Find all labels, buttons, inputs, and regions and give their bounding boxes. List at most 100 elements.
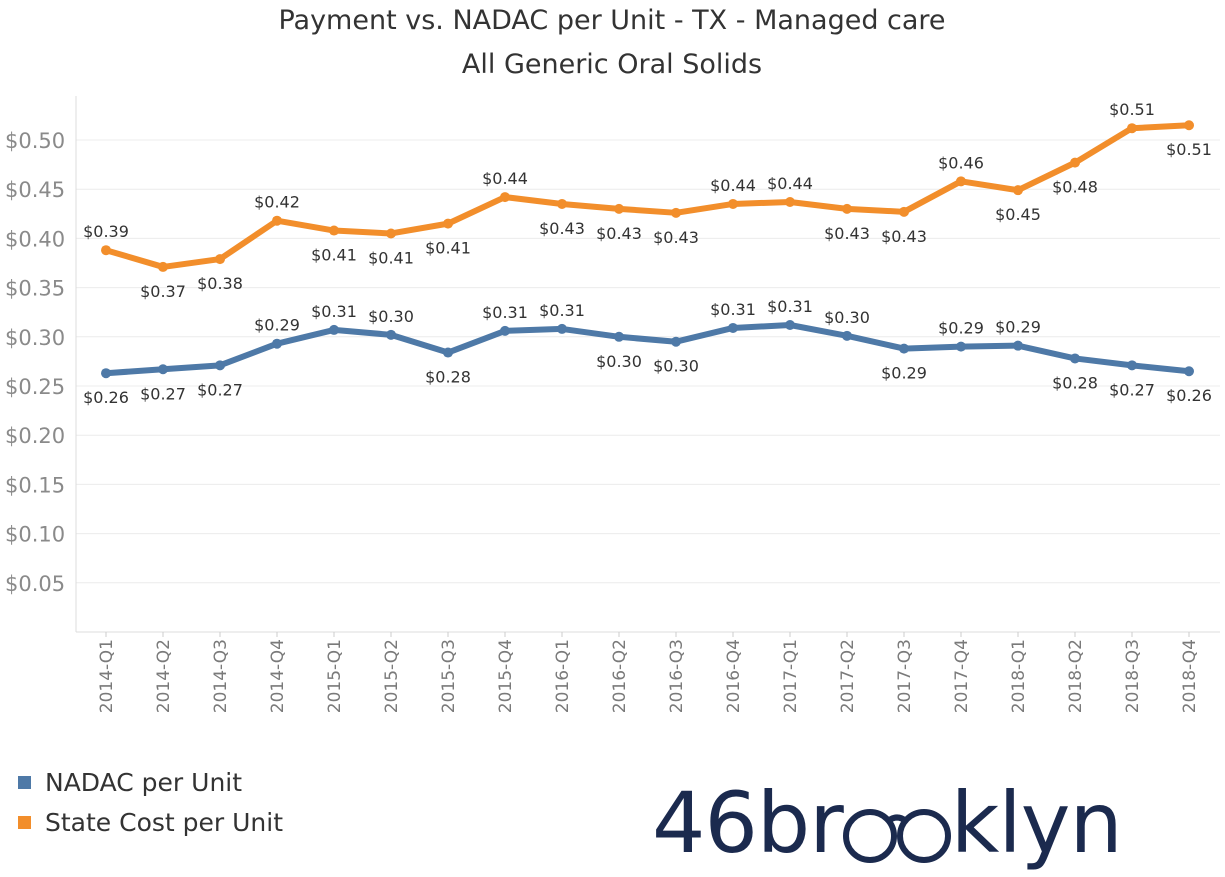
data-point xyxy=(899,343,909,354)
data-point xyxy=(842,203,852,214)
data-point xyxy=(614,203,624,214)
legend-item-state-cost[interactable]: State Cost per Unit xyxy=(18,802,283,842)
x-tick-label: 2018-Q3 xyxy=(1123,639,1143,713)
x-tick-label: 2018-Q1 xyxy=(1009,639,1029,713)
data-label: $0.43 xyxy=(539,219,585,238)
data-point xyxy=(272,338,282,349)
chart-title-line1: Payment vs. NADAC per Unit - TX - Manage… xyxy=(278,5,945,36)
glasses-icon xyxy=(841,781,953,865)
legend-swatch-nadac xyxy=(18,775,31,789)
data-point xyxy=(1070,353,1080,364)
data-point xyxy=(614,331,624,342)
data-label: $0.51 xyxy=(1109,100,1155,119)
line-chart: Payment vs. NADAC per Unit - TX - Manage… xyxy=(5,5,1220,713)
x-tick-label: 2017-Q1 xyxy=(781,639,801,713)
data-point xyxy=(785,196,795,207)
logo-text-suffix: klyn xyxy=(950,774,1123,872)
y-tick-label: $0.25 xyxy=(5,375,65,399)
legend-label-nadac: NADAC per Unit xyxy=(45,767,243,797)
x-tick-label: 2016-Q4 xyxy=(724,639,744,713)
data-point xyxy=(500,192,510,203)
data-point xyxy=(1127,123,1137,134)
chart-title-line2: All Generic Oral Solids xyxy=(462,49,762,80)
data-label: $0.29 xyxy=(254,316,300,335)
data-point xyxy=(386,329,396,340)
series-line xyxy=(103,321,1192,377)
data-label: $0.48 xyxy=(1052,178,1098,197)
data-label: $0.41 xyxy=(368,248,414,267)
data-label: $0.31 xyxy=(539,301,585,320)
data-label: $0.31 xyxy=(767,297,813,316)
data-label: $0.28 xyxy=(425,368,471,387)
y-tick-label: $0.20 xyxy=(5,424,65,448)
data-point xyxy=(1013,340,1023,351)
data-point xyxy=(272,215,282,226)
x-tick-label: 2018-Q2 xyxy=(1066,639,1086,713)
series-line xyxy=(103,122,1192,270)
data-point xyxy=(899,206,909,217)
series-lines xyxy=(101,120,1194,379)
data-label: $0.43 xyxy=(596,224,642,243)
y-tick-label: $0.35 xyxy=(5,277,65,301)
legend-item-nadac[interactable]: NADAC per Unit xyxy=(18,762,283,802)
data-label: $0.31 xyxy=(311,302,357,321)
data-point xyxy=(500,325,510,336)
data-label: $0.38 xyxy=(197,274,243,293)
data-point xyxy=(728,198,738,209)
data-label: $0.43 xyxy=(881,227,927,246)
data-label: $0.37 xyxy=(140,282,186,301)
data-label: $0.29 xyxy=(938,319,984,338)
data-point xyxy=(329,225,339,236)
data-label: $0.41 xyxy=(311,246,357,265)
legend-label-state-cost: State Cost per Unit xyxy=(45,807,284,837)
data-label: $0.46 xyxy=(938,153,984,172)
x-tick-label: 2015-Q1 xyxy=(325,639,345,713)
y-tick-label: $0.50 xyxy=(5,129,65,153)
data-label: $0.27 xyxy=(1109,380,1155,399)
data-label: $0.43 xyxy=(653,228,699,247)
data-label: $0.42 xyxy=(254,193,300,212)
x-tick-label: 2014-Q3 xyxy=(211,639,231,713)
data-point xyxy=(443,218,453,229)
y-tick-label: $0.05 xyxy=(5,572,65,596)
data-point xyxy=(329,324,339,335)
x-tick-label: 2014-Q1 xyxy=(97,639,117,713)
y-tick-label: $0.40 xyxy=(5,227,65,251)
data-label: $0.39 xyxy=(83,222,129,241)
brand-logo: 46br klyn xyxy=(652,770,1123,872)
data-label: $0.41 xyxy=(425,239,471,258)
data-point xyxy=(671,336,681,347)
logo-text-prefix: 46br xyxy=(652,774,844,872)
data-label: $0.29 xyxy=(995,318,1041,337)
data-label: $0.51 xyxy=(1166,140,1212,159)
x-tick-label: 2014-Q2 xyxy=(154,639,174,713)
data-label: $0.31 xyxy=(710,300,756,319)
x-tick-label: 2017-Q2 xyxy=(838,639,858,713)
data-label: $0.30 xyxy=(653,357,699,376)
data-label: $0.30 xyxy=(596,352,642,371)
data-point xyxy=(956,341,966,352)
data-label: $0.26 xyxy=(1166,386,1212,405)
x-tick-label: 2015-Q2 xyxy=(382,639,402,713)
y-tick-label: $0.10 xyxy=(5,523,65,547)
data-point xyxy=(1013,185,1023,196)
data-point xyxy=(956,176,966,187)
data-point xyxy=(557,198,567,209)
x-tick-label: 2016-Q1 xyxy=(553,639,573,713)
data-label: $0.45 xyxy=(995,205,1041,224)
data-label: $0.28 xyxy=(1052,373,1098,392)
data-point xyxy=(1184,366,1194,377)
data-label: $0.30 xyxy=(824,308,870,327)
data-point xyxy=(101,368,111,379)
x-tick-label: 2014-Q4 xyxy=(268,639,288,713)
x-tick-label: 2016-Q3 xyxy=(667,639,687,713)
x-tick-label: 2016-Q2 xyxy=(610,639,630,713)
data-point xyxy=(1070,157,1080,168)
data-point xyxy=(101,245,111,256)
data-point xyxy=(215,254,225,265)
data-point xyxy=(1184,120,1194,131)
gridlines xyxy=(76,139,1220,584)
data-point xyxy=(443,347,453,358)
x-tick-label: 2017-Q4 xyxy=(952,639,972,713)
axes: $0.05 $0.10 $0.15 $0.20 $0.25 $0.30 $0.35 $0.40… xyxy=(5,96,1220,713)
